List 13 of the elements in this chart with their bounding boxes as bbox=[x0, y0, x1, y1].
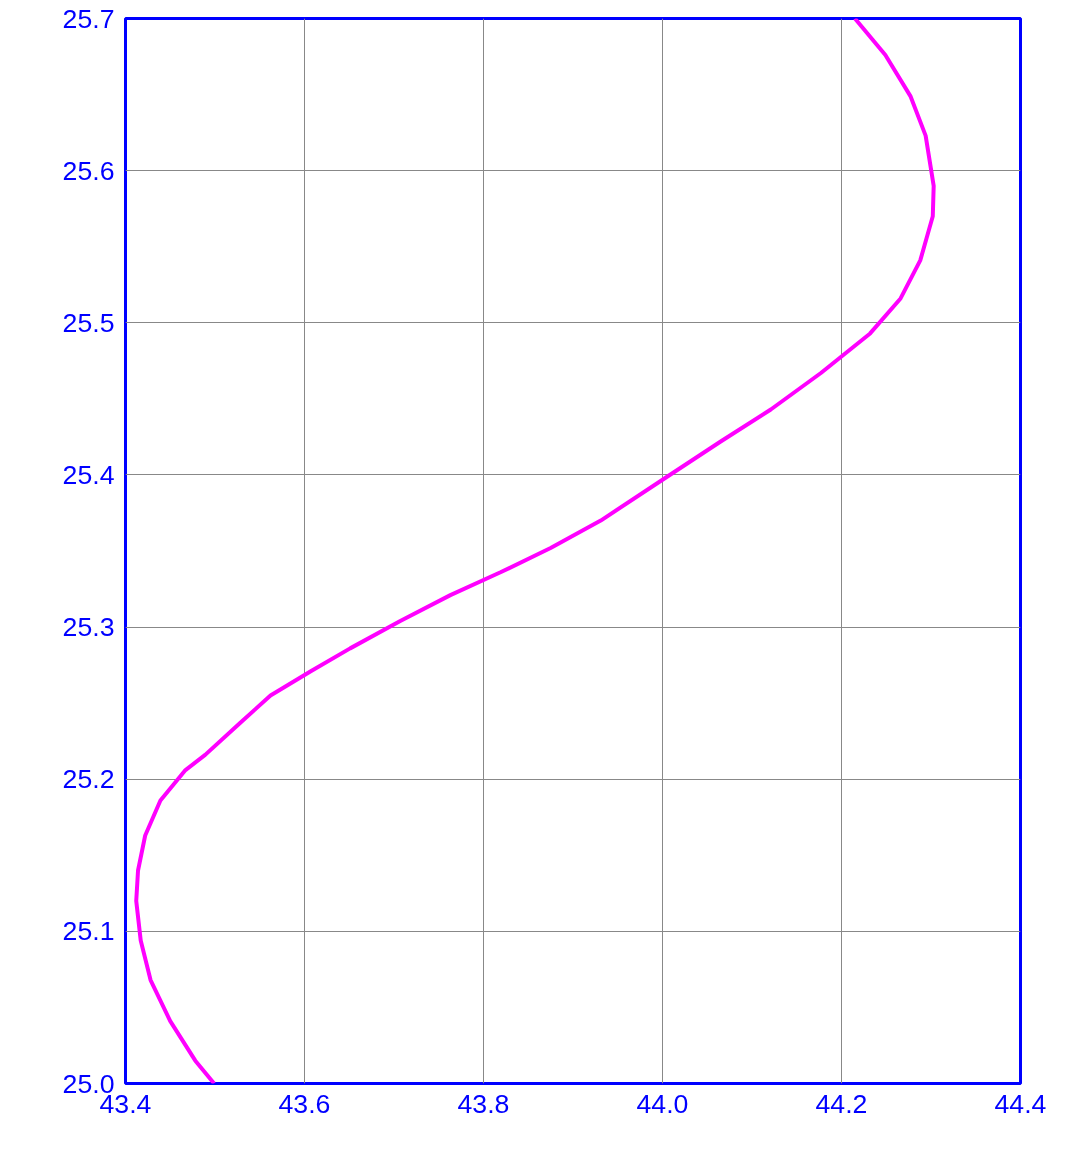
line-series bbox=[134, 18, 936, 1084]
y-tick-label: 25.6 bbox=[62, 155, 115, 186]
y-tick-label: 25.2 bbox=[62, 764, 115, 795]
x-tick-label: 43.6 bbox=[278, 1088, 331, 1119]
y-tick-label: 25.1 bbox=[62, 916, 115, 947]
x-tick-label: 44.4 bbox=[994, 1088, 1047, 1119]
x-tick-label: 44.0 bbox=[636, 1088, 689, 1119]
y-tick-label: 25.4 bbox=[62, 459, 115, 490]
y-tick-label: 25.7 bbox=[62, 3, 115, 34]
y-tick-label: 25.3 bbox=[62, 612, 115, 643]
x-tick-label: 43.8 bbox=[457, 1088, 510, 1119]
x-tick-label: 44.2 bbox=[815, 1088, 868, 1119]
y-tick-label: 25.5 bbox=[62, 307, 115, 338]
